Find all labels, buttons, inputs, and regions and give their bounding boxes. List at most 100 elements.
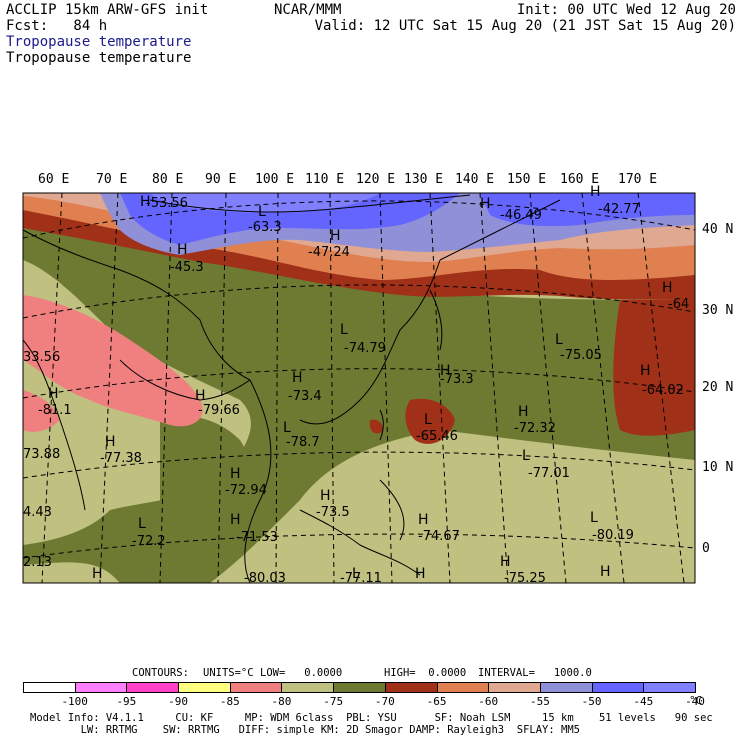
low-marker: L [590,510,598,526]
high-marker: H [500,554,511,570]
model-info-line1: Model Info: V4.1.1 CU: KF MP: WDM 6class… [30,712,713,724]
low-marker: L [555,332,563,348]
colorbar-swatch [488,682,541,693]
field-title-contour: Tropopause temperature [6,50,192,66]
high-marker: H [177,242,188,258]
value-label: -73.5 [316,505,350,520]
value-label: -53.56 [146,196,188,211]
colorbar-swatch [333,682,386,693]
value-label: -72.2 [132,534,166,549]
value-label: -46.49 [500,208,542,223]
high-marker: H [230,512,241,528]
init-time: Init: 00 UTC Wed 12 Aug 20 [516,2,736,18]
contours-high: HIGH= 0.0000 [384,667,467,679]
value-label: -74.79 [344,341,386,356]
colorbar-tick-label: -60 [478,695,499,708]
contours-label: CONTOURS: [132,667,189,679]
value-label: -77.01 [528,466,570,481]
value-label: -75.05 [560,348,602,363]
value-label: -42.77 [598,202,640,217]
high-marker: H [292,370,303,386]
colorbar-tick-label: -45 [633,695,654,708]
high-marker: H [105,434,116,450]
graticule [23,193,695,583]
forecast-hour: Fcst: 84 h [6,18,108,34]
low-marker: L [283,420,291,436]
low-marker: L [340,322,348,338]
value-label: -73.3 [440,372,474,387]
lat-label: 30 N [702,303,734,318]
low-marker: L [522,448,530,464]
lon-label: 160 E [560,172,600,187]
high-marker: H [480,196,491,212]
colorbar-swatch [23,682,76,693]
colorbar-tick-label: -100 [61,695,88,708]
colorbar-tick-label: -80 [271,695,292,708]
low-marker: L [352,566,360,582]
value-label: -72.94 [225,483,267,498]
colorbar-swatch [384,682,438,693]
value-label: -65.46 [416,429,458,444]
lat-label: 0 [702,541,710,556]
lon-label: 150 E [507,172,547,187]
value-label: -75.25 [504,571,546,586]
lon-label: 70 E [96,172,128,187]
value-label: -74.67 [418,529,460,544]
value-label: -72.32 [514,421,556,436]
high-marker: H [590,184,601,200]
colorbar-swatch [643,682,696,693]
lon-label: 80 E [152,172,184,187]
lon-label: 100 E [255,172,295,187]
colorbar-tick-label: -75 [323,695,344,708]
high-marker: H [230,466,241,482]
high-marker: H [600,564,611,580]
colorbar-unit: °C [689,694,703,707]
value-label: -45.3 [170,260,204,275]
field-title-shaded: Tropopause temperature [6,34,192,50]
lon-label: 90 E [205,172,237,187]
value-label: -71.53 [236,530,278,545]
value-label: -64 [668,297,689,312]
colorbar-tick-label: -55 [529,695,550,708]
high-marker: H [640,363,651,379]
lat-label: 40 N [702,222,734,237]
value-label: -80.19 [592,528,634,543]
low-marker: L [138,516,146,532]
colorbar-swatch [539,682,593,693]
high-marker: H [662,280,673,296]
colorbar-tick-label: -65 [426,695,447,708]
lon-label: 120 E [356,172,396,187]
high-marker: H [518,404,529,420]
coastlines [23,194,561,583]
lat-label: 20 N [702,380,734,395]
value-label: -78.7 [286,435,320,450]
colorbar-swatch [178,682,231,693]
value-label: 4.43 [23,505,52,520]
value-label: -79.66 [198,403,240,418]
high-marker: H [140,194,151,210]
value-label: -77.11 [340,571,382,586]
value-label: -64.02 [642,383,684,398]
high-marker: H [418,512,429,528]
colorbar-tick-label: -90 [168,695,188,708]
contours-units: UNITS=°C [203,667,254,679]
value-label: -81.1 [38,403,72,418]
pressure-markers: H L H H H H H L L H H H H H L H L H L H … [48,184,673,582]
high-marker: H [415,566,426,582]
value-label: -80.03 [244,571,286,586]
value-label: 73.88 [23,447,60,462]
colorbar-swatch [436,682,490,693]
value-label: -63.3 [248,220,282,235]
contours-low: LOW= 0.0000 [260,667,343,679]
model-title: ACCLIP 15km ARW-GFS init [6,2,209,18]
value-label: -47.24 [308,245,350,260]
model-info-line2: LW: RRTMG SW: RRTMG DIFF: simple KM: 2D … [30,724,580,736]
colorbar-swatch [591,682,645,693]
contour-values: -53.56 -63.3 -47.24 -46.49 -42.77 -45.3 … [23,196,689,586]
low-marker: L [258,204,266,220]
org-label: NCAR/MMM [274,2,342,18]
lat-label: 10 N [702,460,734,475]
high-marker: H [320,488,331,504]
colorbar-tick-label: -40 [685,695,705,708]
